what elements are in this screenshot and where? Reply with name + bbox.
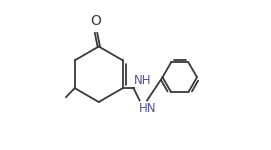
- Text: O: O: [91, 14, 101, 28]
- Text: HN: HN: [139, 102, 156, 115]
- Text: NH: NH: [134, 74, 152, 87]
